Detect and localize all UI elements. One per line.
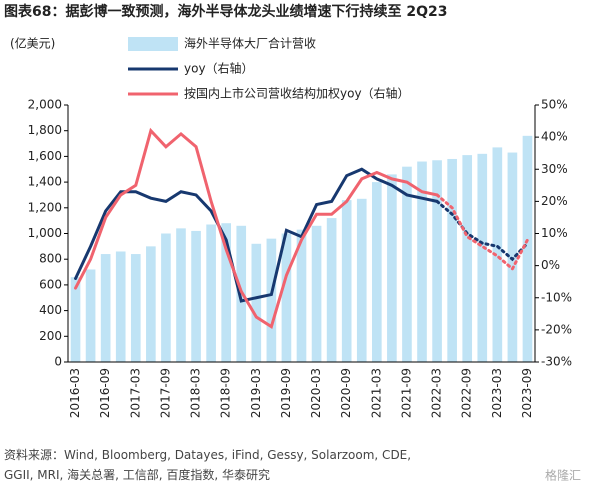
line xyxy=(435,193,529,272)
bar xyxy=(296,229,307,362)
x-tick-label: 2023-03 xyxy=(490,368,504,418)
bar xyxy=(311,225,322,362)
y2-tick-label: -20% xyxy=(541,322,572,336)
bar xyxy=(432,160,442,362)
bar xyxy=(447,158,457,362)
y2-tick-label: 30% xyxy=(541,162,568,176)
y-tick-label: 200 xyxy=(39,329,62,343)
bar xyxy=(206,224,216,362)
bar xyxy=(85,269,96,362)
x-tick-label: 2016-09 xyxy=(98,368,112,418)
y2-tick-label: 40% xyxy=(541,130,568,144)
y-tick-label: 1,200 xyxy=(28,200,62,214)
bar xyxy=(462,155,473,362)
bar xyxy=(266,238,277,362)
bar xyxy=(522,135,533,362)
y2-tick-label: 10% xyxy=(541,226,568,240)
x-tick-label: 2018-03 xyxy=(189,368,203,418)
y-tick-label: 600 xyxy=(39,277,62,291)
line xyxy=(74,167,439,303)
x-tick-label: 2016-03 xyxy=(68,368,82,418)
x-tick-label: 2019-03 xyxy=(249,368,263,418)
legend-label: yoy（右轴） xyxy=(184,61,254,76)
x-tick-label: 2019-09 xyxy=(279,368,293,418)
y2-tick-label: -30% xyxy=(541,355,572,369)
bar xyxy=(251,243,262,362)
bar xyxy=(130,254,141,362)
bar xyxy=(372,182,382,362)
x-tick-label: 2017-03 xyxy=(128,368,142,418)
y-tick-label: 0 xyxy=(54,355,62,369)
bar xyxy=(356,198,367,362)
bar xyxy=(115,251,126,362)
y-tick-label: 400 xyxy=(39,303,62,317)
source: 资料来源：Wind, Bloomberg, Datayes, iFind, Ge… xyxy=(4,448,415,482)
y-tick-label: 1,000 xyxy=(28,226,62,240)
x-tick-label: 2020-09 xyxy=(339,368,353,418)
bar xyxy=(191,230,201,362)
y-tick-label: 800 xyxy=(39,252,62,266)
bar xyxy=(387,174,397,362)
y2-tick-label: 50% xyxy=(541,98,568,112)
y-tick-label: 1,600 xyxy=(28,149,62,163)
x-tick-label: 2020-03 xyxy=(309,368,323,418)
line xyxy=(74,127,439,330)
bar xyxy=(492,147,503,362)
bar xyxy=(146,246,156,362)
bar xyxy=(161,233,171,362)
x-tick-label: 2017-09 xyxy=(158,368,172,418)
bar xyxy=(402,166,412,362)
y-tick-label: 1,400 xyxy=(28,175,62,189)
y2-tick-label: -10% xyxy=(541,290,572,304)
y-tick-label: 2,000 xyxy=(28,98,62,112)
bar xyxy=(70,277,81,362)
x-tick-label: 2023-09 xyxy=(520,368,534,418)
bar xyxy=(417,161,427,362)
bar xyxy=(176,228,186,362)
bar xyxy=(326,218,337,362)
bar xyxy=(341,200,352,362)
watermark: 格隆汇 xyxy=(545,468,581,483)
chart-title: 图表68：据彭博一致预测，海外半导体龙头业绩增速下行持续至 2Q23 xyxy=(4,3,447,20)
x-tick-label: 2022-09 xyxy=(460,368,474,418)
legend-label: 按国内上市公司营收结构加权yoy（右轴） xyxy=(184,86,410,101)
bar xyxy=(221,223,231,362)
x-tick-label: 2021-03 xyxy=(369,368,383,418)
y2-tick-label: 0% xyxy=(541,258,560,272)
y2-tick-label: 20% xyxy=(541,194,568,208)
legend-label: 海外半导体大厂合计营收 xyxy=(184,36,316,51)
line xyxy=(435,199,529,262)
bar xyxy=(477,153,488,362)
bar xyxy=(281,233,292,362)
y-axis-label: (亿美元) xyxy=(10,36,55,51)
legend-swatch xyxy=(128,37,178,51)
y-tick-label: 1,800 xyxy=(28,123,62,137)
x-tick-label: 2018-09 xyxy=(219,368,233,418)
bar xyxy=(100,254,111,362)
x-tick-label: 2021-09 xyxy=(399,368,413,418)
x-tick-label: 2022-03 xyxy=(430,368,444,418)
